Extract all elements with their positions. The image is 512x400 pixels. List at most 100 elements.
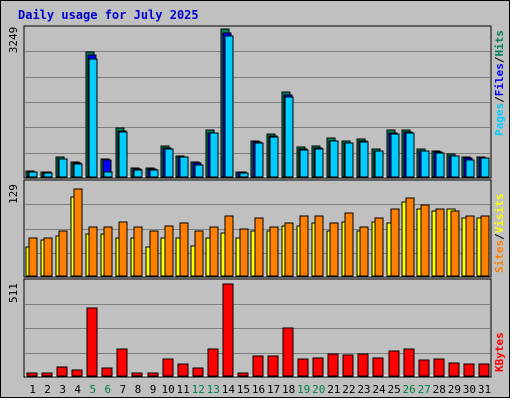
bar-kbytes-day-9 bbox=[147, 372, 159, 377]
bar-kbytes-day-13 bbox=[207, 348, 219, 377]
bar-sites-day-7 bbox=[118, 221, 128, 277]
bar-kbytes-day-4 bbox=[71, 369, 83, 377]
y-max-label: 129 bbox=[7, 184, 20, 204]
bar-kbytes-day-29 bbox=[448, 362, 460, 377]
x-tick-day-3: 3 bbox=[59, 383, 66, 396]
bar-pages-day-14 bbox=[224, 35, 234, 178]
legend-bottom: KBytes bbox=[493, 332, 506, 372]
legend-middle-part: Sites bbox=[493, 240, 506, 273]
bar-sites-day-27 bbox=[420, 204, 430, 277]
bar-pages-day-13 bbox=[209, 132, 219, 178]
y-max-label: 511 bbox=[7, 283, 20, 303]
bar-kbytes-day-14 bbox=[222, 283, 234, 377]
bar-pages-day-11 bbox=[179, 156, 189, 178]
legend-top-part: Pages bbox=[493, 103, 506, 136]
bar-sites-day-15 bbox=[239, 228, 249, 277]
bar-sites-day-2 bbox=[43, 237, 53, 277]
bar-sites-day-23 bbox=[359, 226, 369, 277]
bar-pages-day-3 bbox=[58, 158, 68, 178]
x-tick-day-18: 18 bbox=[282, 383, 295, 396]
bar-sites-day-14 bbox=[224, 215, 234, 277]
bar-sites-day-22 bbox=[344, 212, 354, 277]
x-tick-day-25: 25 bbox=[387, 383, 400, 396]
bar-kbytes-day-21 bbox=[327, 353, 339, 377]
x-tick-day-21: 21 bbox=[327, 383, 340, 396]
bar-sites-day-29 bbox=[450, 210, 460, 277]
bar-pages-day-12 bbox=[194, 164, 204, 178]
x-tick-day-12: 12 bbox=[192, 383, 205, 396]
bar-kbytes-day-28 bbox=[433, 358, 445, 377]
legend-top: Pages/Files/Hits bbox=[493, 30, 506, 136]
bar-kbytes-day-6 bbox=[101, 367, 113, 377]
bar-sites-day-20 bbox=[314, 215, 324, 277]
bar-kbytes-day-27 bbox=[418, 359, 430, 377]
bar-sites-day-12 bbox=[194, 230, 204, 277]
legend-bottom-part: KBytes bbox=[493, 332, 506, 372]
bar-kbytes-day-31 bbox=[478, 363, 490, 377]
bar-sites-day-9 bbox=[149, 230, 159, 277]
bar-pages-day-10 bbox=[164, 148, 174, 178]
bar-pages-day-30 bbox=[465, 159, 475, 178]
x-tick-day-29: 29 bbox=[448, 383, 461, 396]
x-tick-day-6: 6 bbox=[105, 383, 112, 396]
bar-kbytes-day-7 bbox=[116, 348, 128, 377]
bar-sites-day-17 bbox=[269, 226, 279, 277]
bar-kbytes-day-20 bbox=[312, 357, 324, 377]
bar-pages-day-17 bbox=[269, 136, 279, 178]
bar-pages-day-26 bbox=[405, 132, 415, 178]
bar-kbytes-day-24 bbox=[372, 357, 384, 377]
bar-sites-day-24 bbox=[374, 217, 384, 277]
x-tick-day-11: 11 bbox=[177, 383, 190, 396]
bar-kbytes-day-15 bbox=[237, 372, 249, 377]
bar-pages-day-25 bbox=[390, 133, 400, 178]
x-tick-day-5: 5 bbox=[89, 383, 96, 396]
bar-pages-day-6 bbox=[103, 171, 113, 178]
bar-kbytes-day-12 bbox=[192, 367, 204, 377]
bar-pages-day-31 bbox=[480, 157, 490, 178]
bar-sites-day-8 bbox=[133, 226, 143, 277]
bar-sites-day-18 bbox=[284, 222, 294, 277]
bar-kbytes-day-5 bbox=[86, 307, 98, 377]
bar-kbytes-day-18 bbox=[282, 327, 294, 377]
legend-top-part: / bbox=[493, 96, 506, 103]
bar-pages-day-9 bbox=[149, 169, 159, 178]
x-tick-day-28: 28 bbox=[433, 383, 446, 396]
x-tick-day-7: 7 bbox=[120, 383, 127, 396]
x-tick-day-10: 10 bbox=[161, 383, 174, 396]
x-tick-day-22: 22 bbox=[342, 383, 355, 396]
bar-pages-day-4 bbox=[73, 163, 83, 178]
bar-kbytes-day-16 bbox=[252, 355, 264, 377]
bar-pages-day-18 bbox=[284, 96, 294, 178]
x-tick-day-14: 14 bbox=[222, 383, 236, 396]
bar-kbytes-day-25 bbox=[388, 350, 400, 377]
x-tick-day-9: 9 bbox=[150, 383, 157, 396]
bar-kbytes-day-17 bbox=[267, 355, 279, 377]
bar-pages-day-8 bbox=[133, 169, 143, 178]
bar-sites-day-3 bbox=[58, 230, 68, 277]
x-tick-day-4: 4 bbox=[74, 383, 81, 396]
bar-pages-day-15 bbox=[239, 172, 249, 178]
bar-kbytes-day-30 bbox=[463, 363, 475, 377]
bar-pages-day-7 bbox=[118, 131, 128, 178]
x-tick-day-8: 8 bbox=[135, 383, 142, 396]
bar-kbytes-day-1 bbox=[26, 372, 38, 377]
legend-middle-part: Visits bbox=[493, 194, 506, 234]
bar-pages-day-2 bbox=[43, 172, 53, 178]
bar-kbytes-day-3 bbox=[56, 366, 68, 377]
y-max-label: 3249 bbox=[7, 27, 20, 54]
bar-sites-day-5 bbox=[88, 226, 98, 277]
x-tick-day-1: 1 bbox=[29, 383, 36, 396]
bar-kbytes-day-23 bbox=[357, 353, 369, 377]
x-tick-day-23: 23 bbox=[357, 383, 370, 396]
legend-top-part: Hits bbox=[493, 30, 506, 57]
bar-kbytes-day-8 bbox=[131, 372, 143, 377]
bar-pages-day-27 bbox=[420, 150, 430, 178]
legend-middle: Sites/Visits bbox=[493, 194, 506, 274]
x-tick-day-20: 20 bbox=[312, 383, 325, 396]
bar-kbytes-day-10 bbox=[162, 358, 174, 377]
bar-kbytes-day-19 bbox=[297, 358, 309, 377]
bar-sites-day-19 bbox=[299, 215, 309, 277]
bar-pages-day-24 bbox=[374, 150, 384, 178]
bar-sites-day-11 bbox=[179, 222, 189, 277]
